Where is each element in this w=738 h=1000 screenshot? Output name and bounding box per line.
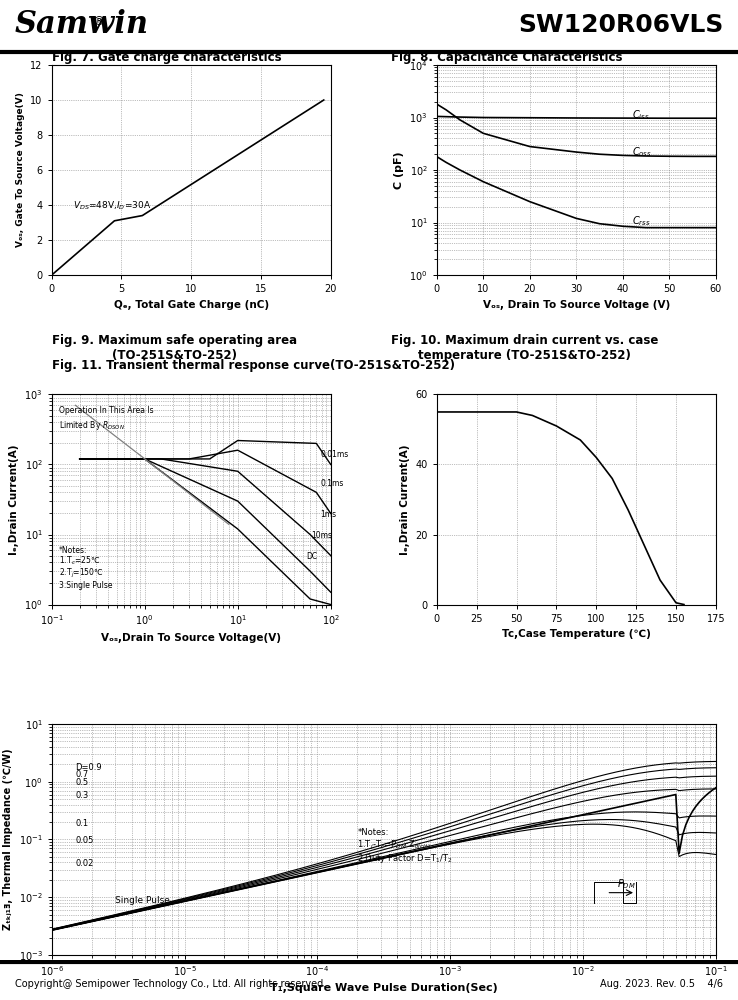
Text: Fig. 9. Maximum safe operating area
(TO-251S&TO-252): Fig. 9. Maximum safe operating area (TO-… — [52, 334, 297, 362]
Y-axis label: Iₑ,Drain Current(A): Iₑ,Drain Current(A) — [400, 444, 410, 555]
Text: $P_{DM}$: $P_{DM}$ — [617, 877, 635, 891]
Text: 0.5: 0.5 — [75, 778, 88, 787]
Text: 0.3: 0.3 — [75, 791, 89, 800]
Text: 0.02: 0.02 — [75, 859, 94, 868]
Text: Aug. 2023. Rev. 0.5    4/6: Aug. 2023. Rev. 0.5 4/6 — [600, 979, 723, 989]
Text: $C_{oss}$: $C_{oss}$ — [632, 145, 652, 159]
Text: DC: DC — [306, 552, 317, 561]
Text: 1.T$_j$-T$_c$=P$_{DM}$·Z$_{θjc(t)}$: 1.T$_j$-T$_c$=P$_{DM}$·Z$_{θjc(t)}$ — [357, 839, 432, 852]
Text: 1.T$_c$=25℃: 1.T$_c$=25℃ — [59, 555, 100, 567]
Y-axis label: Iₑ,Drain Current(A): Iₑ,Drain Current(A) — [9, 444, 18, 555]
Text: $C_{rss}$: $C_{rss}$ — [632, 214, 651, 228]
Text: 10ms: 10ms — [311, 531, 332, 540]
Text: Fig. 7. Gate charge characteristics: Fig. 7. Gate charge characteristics — [52, 51, 281, 64]
Text: Copyright@ Semipower Technology Co., Ltd. All rights reserved.: Copyright@ Semipower Technology Co., Ltd… — [15, 979, 326, 989]
Text: SW120R06VLS: SW120R06VLS — [518, 13, 723, 37]
X-axis label: Qₑ, Total Gate Charge (nC): Qₑ, Total Gate Charge (nC) — [114, 300, 269, 310]
X-axis label: Tc,Case Temperature (℃): Tc,Case Temperature (℃) — [502, 629, 651, 639]
Text: Single Pulse: Single Pulse — [115, 896, 170, 905]
X-axis label: Vₒₛ, Drain To Source Voltage (V): Vₒₛ, Drain To Source Voltage (V) — [483, 300, 670, 310]
Text: *Notes:: *Notes: — [357, 828, 389, 837]
Text: *Notes:: *Notes: — [59, 546, 88, 555]
Text: $C_{iss}$: $C_{iss}$ — [632, 108, 649, 122]
Text: 2.Duty Factor D=T$_1$/T$_2$: 2.Duty Factor D=T$_1$/T$_2$ — [357, 852, 452, 865]
Y-axis label: Zₜₖⱼ₁ⱻ, Thermal Impedance (℃/W): Zₜₖⱼ₁ⱻ, Thermal Impedance (℃/W) — [3, 749, 13, 930]
Y-axis label: Vₒₛ, Gate To Source Voltage(V): Vₒₛ, Gate To Source Voltage(V) — [15, 93, 24, 247]
Text: 0.01ms: 0.01ms — [321, 450, 349, 459]
Text: Fig. 8. Capacitance Characteristics: Fig. 8. Capacitance Characteristics — [391, 51, 623, 64]
Y-axis label: C (pF): C (pF) — [393, 151, 404, 189]
Text: 3.Single Pulse: 3.Single Pulse — [59, 581, 112, 590]
Text: Limited By $R_{DSON}$: Limited By $R_{DSON}$ — [59, 419, 125, 432]
Text: 2.T$_j$=150℃: 2.T$_j$=150℃ — [59, 567, 104, 580]
Text: 0.1ms: 0.1ms — [321, 479, 344, 488]
Text: 0.7: 0.7 — [75, 770, 89, 779]
Text: 0.05: 0.05 — [75, 836, 94, 845]
Text: Operation In This Area Is: Operation In This Area Is — [59, 406, 154, 415]
Text: Fig. 11. Transient thermal response curve(TO-251S&TO-252): Fig. 11. Transient thermal response curv… — [52, 359, 455, 372]
Text: D=0.9: D=0.9 — [75, 763, 102, 772]
Text: $V_{DS}$=48V,$I_D$=30A: $V_{DS}$=48V,$I_D$=30A — [72, 200, 151, 212]
Text: 1ms: 1ms — [321, 510, 337, 519]
Text: Samwin: Samwin — [15, 9, 149, 40]
Text: 0.1: 0.1 — [75, 819, 88, 828]
X-axis label: Vₒₛ,Drain To Source Voltage(V): Vₒₛ,Drain To Source Voltage(V) — [101, 633, 281, 643]
X-axis label: T₁,Square Wave Pulse Duration(Sec): T₁,Square Wave Pulse Duration(Sec) — [270, 983, 497, 993]
Text: Fig. 10. Maximum drain current vs. case
temperature (TO-251S&TO-252): Fig. 10. Maximum drain current vs. case … — [391, 334, 658, 362]
Text: ®: ® — [92, 15, 105, 28]
